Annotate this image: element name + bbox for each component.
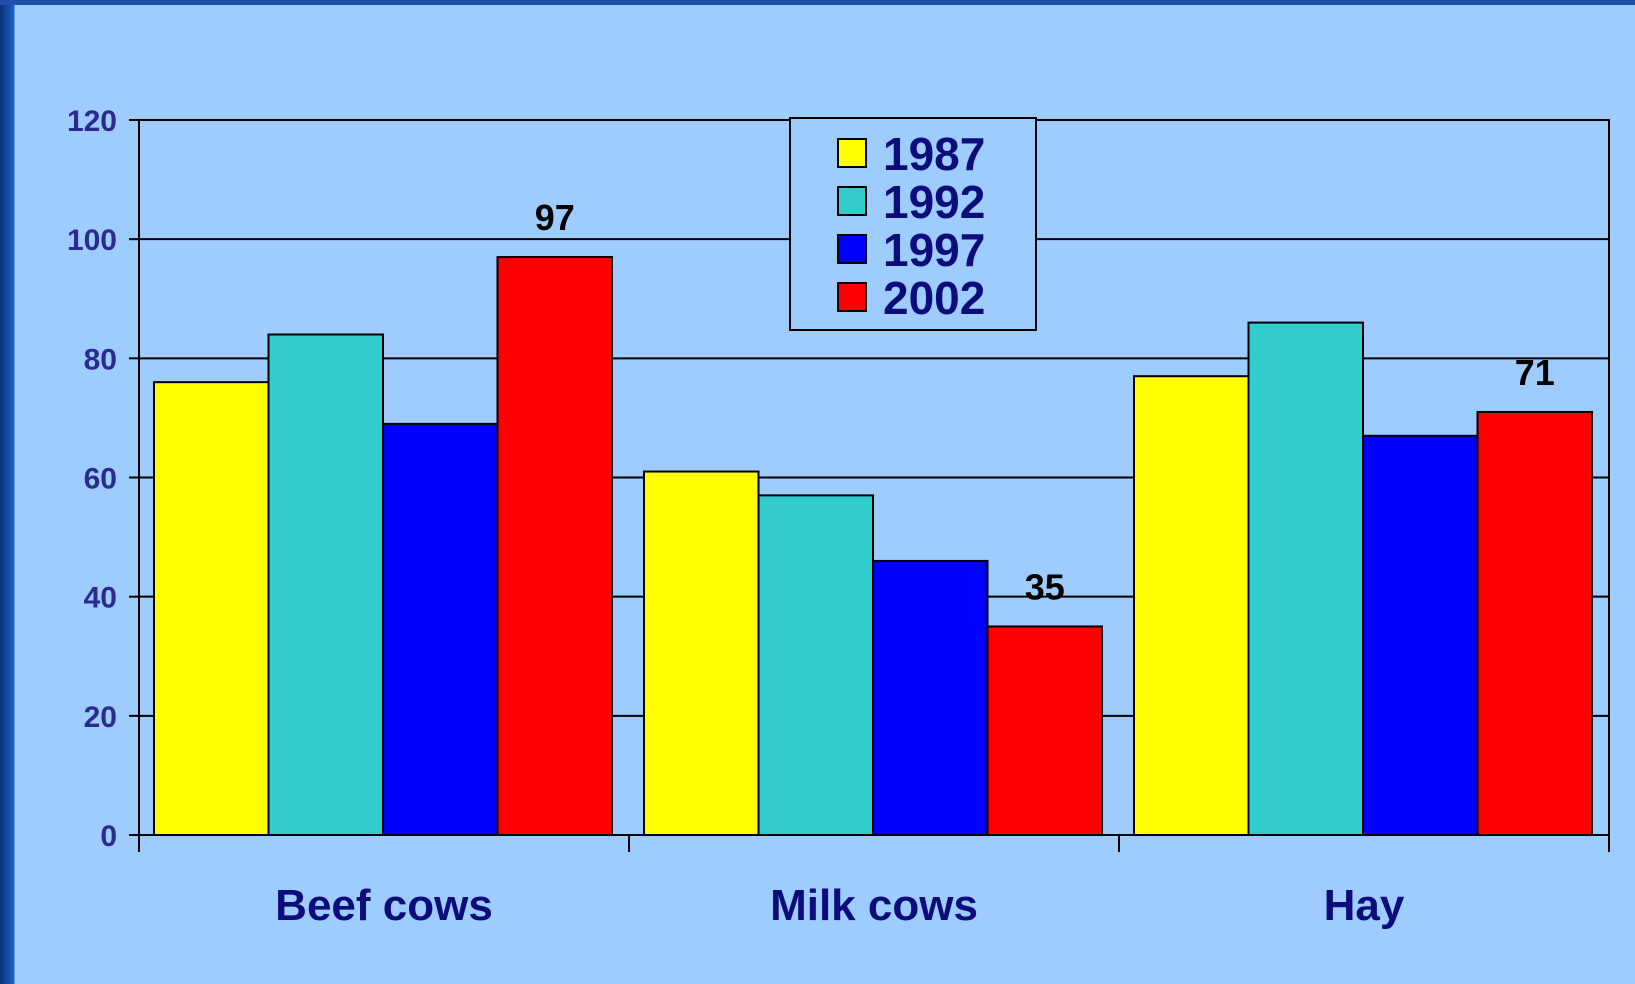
bar-hay-1987	[1133, 375, 1250, 836]
legend-swatch-1997	[837, 234, 867, 264]
legend-swatch-2002	[837, 282, 867, 312]
data-label: 71	[1515, 352, 1555, 393]
x-category-label: Beef cows	[275, 881, 493, 930]
bar-hay-2002	[1476, 410, 1593, 836]
bar-beef-cows-1987	[153, 381, 270, 836]
data-labels: 97 35 71	[535, 197, 1555, 607]
y-tick-label: 20	[84, 701, 117, 734]
bar-beef-cows-1992	[267, 333, 384, 836]
bar-milk-cows-2002	[986, 625, 1103, 836]
legend-label-1997: 1997	[883, 224, 985, 276]
legend-label-2002: 2002	[883, 272, 985, 324]
y-tick-label: 100	[67, 224, 117, 257]
y-tick-label: 40	[84, 582, 117, 615]
bars	[153, 256, 1593, 837]
x-category-label: Hay	[1324, 881, 1405, 930]
legend-box	[789, 117, 1037, 331]
data-label: 35	[1025, 566, 1065, 607]
bar-beef-cows-1997	[382, 422, 499, 836]
y-tick-label: 60	[84, 463, 117, 496]
y-tick-label: 0	[100, 820, 117, 853]
legend-swatch-1987	[837, 138, 867, 168]
legend-label-1987: 1987	[883, 128, 985, 180]
legend-label-1992: 1992	[883, 176, 985, 228]
data-label: 97	[535, 197, 575, 238]
y-tick-label: 120	[67, 105, 117, 138]
bar-milk-cows-1987	[643, 470, 760, 836]
x-category-label: Milk cows	[770, 881, 978, 930]
bar-milk-cows-1997	[872, 559, 989, 837]
bar-milk-cows-1992	[757, 494, 874, 836]
legend-swatch-1992	[837, 186, 867, 216]
y-tick-label: 80	[84, 343, 117, 376]
bar-beef-cows-2002	[496, 256, 613, 836]
y-axis: 0 20 40 60 80 100 120	[67, 105, 139, 853]
bar-hay-1997	[1362, 434, 1479, 836]
bar-hay-1992	[1247, 321, 1364, 837]
x-axis: Beef cows Milk cows Hay	[138, 835, 1610, 930]
